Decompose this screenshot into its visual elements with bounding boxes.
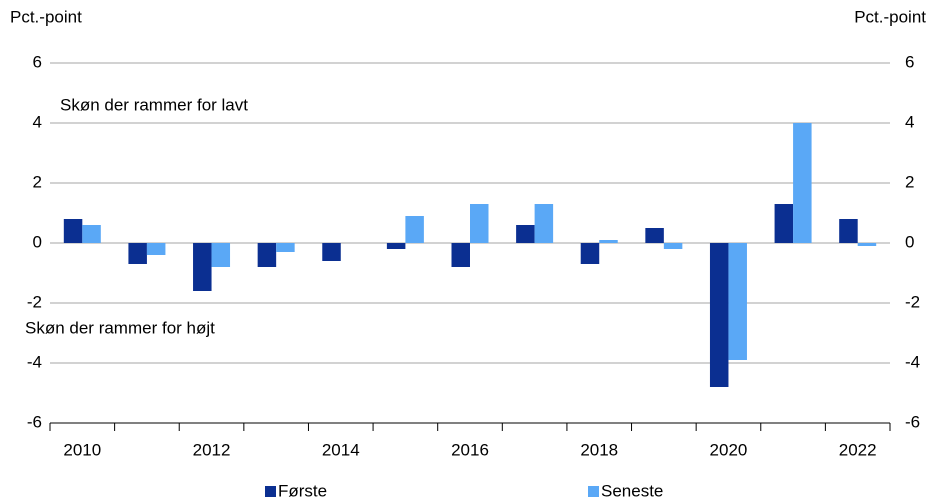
y2-tick-label: -2 <box>905 292 920 311</box>
y-tick-label: -2 <box>27 292 42 311</box>
annotation: Skøn der rammer for højt <box>25 318 215 337</box>
bar <box>82 225 101 243</box>
bar <box>516 225 535 243</box>
bar <box>405 216 424 243</box>
bar <box>774 204 794 243</box>
y-tick-label: 4 <box>33 112 42 131</box>
bar <box>211 243 231 267</box>
bar <box>709 243 729 387</box>
bar <box>193 243 212 291</box>
y-tick-label: 0 <box>33 232 42 251</box>
x-tick-label: 2010 <box>63 440 101 459</box>
bar <box>728 243 747 360</box>
y2-tick-label: 2 <box>905 172 914 191</box>
y2-tick-label: 6 <box>905 52 914 71</box>
bar <box>839 219 858 243</box>
bar <box>645 228 664 243</box>
y2-axis-label: Pct.-point <box>854 7 926 26</box>
x-tick-label: 2022 <box>839 440 877 459</box>
x-tick-label: 2016 <box>451 440 489 459</box>
bar <box>63 219 83 243</box>
x-tick-label: 2014 <box>322 440 360 459</box>
x-tick-label: 2012 <box>193 440 231 459</box>
legend-label: Første <box>278 481 327 500</box>
bar <box>386 243 406 249</box>
y2-tick-label: 4 <box>905 112 914 131</box>
bar <box>257 243 277 267</box>
x-tick-label: 2018 <box>580 440 618 459</box>
y-tick-label: 2 <box>33 172 42 191</box>
bar <box>599 240 618 243</box>
bar <box>857 243 877 246</box>
bar <box>322 243 341 261</box>
bar <box>793 123 812 243</box>
legend-swatch <box>588 486 599 497</box>
bar <box>534 204 554 243</box>
annotation: Skøn der rammer for lavt <box>60 95 248 114</box>
legend-swatch <box>265 486 276 497</box>
bar <box>580 243 600 264</box>
bar <box>146 243 166 255</box>
legend-label: Seneste <box>601 481 663 500</box>
y2-tick-label: 0 <box>905 232 914 251</box>
x-tick-label: 2020 <box>710 440 748 459</box>
y2-tick-label: -4 <box>905 352 920 371</box>
y-tick-label: -4 <box>27 352 42 371</box>
bar <box>663 243 683 249</box>
y-axis-label: Pct.-point <box>10 7 82 26</box>
y-tick-label: 6 <box>33 52 42 71</box>
bar <box>276 243 295 252</box>
bar <box>128 243 147 264</box>
bar <box>470 204 489 243</box>
bar <box>451 243 470 267</box>
y2-tick-label: -6 <box>905 412 920 431</box>
y-tick-label: -6 <box>27 412 42 431</box>
